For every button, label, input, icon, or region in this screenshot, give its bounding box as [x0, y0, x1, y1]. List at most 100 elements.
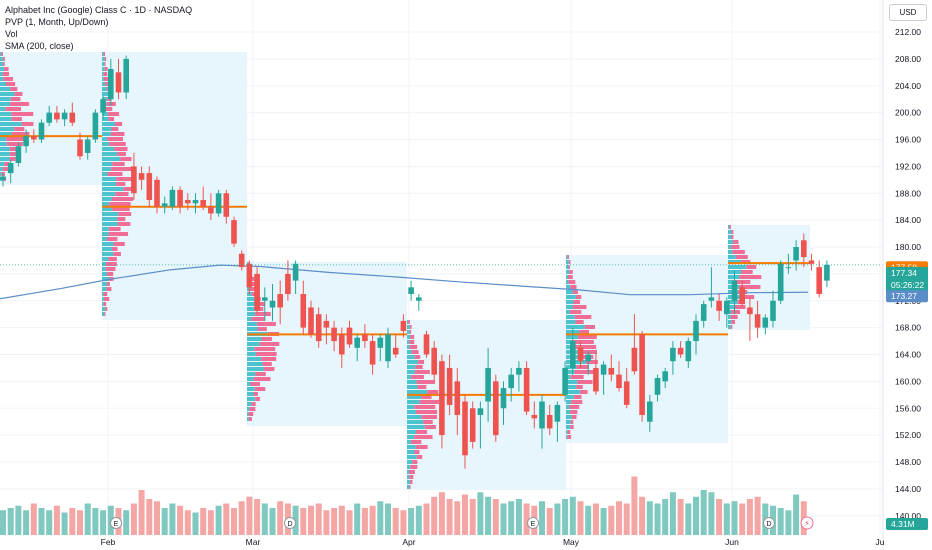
profile-bar-down — [568, 275, 573, 279]
profile-bar-down — [416, 430, 428, 434]
profile-bar-up — [407, 430, 417, 434]
candle-body — [7, 163, 14, 174]
candle-body — [277, 294, 283, 308]
profile-bar-up — [102, 217, 118, 221]
volume-bar — [177, 505, 184, 535]
profile-bar-down — [117, 152, 126, 156]
profile-bar-down — [105, 307, 108, 311]
profile-bar-up — [102, 112, 108, 116]
time-axis[interactable]: Feb Mar Apr May Jun Ju — [101, 537, 885, 547]
volume-bar — [785, 510, 792, 535]
candle-body — [793, 247, 799, 261]
profile-bar-down — [1, 52, 3, 56]
indicator-pvp[interactable]: PVP (1, Month, Up/Down) — [5, 17, 109, 27]
profile-bar-up — [102, 57, 105, 61]
candle-body — [354, 337, 360, 348]
candle-body — [477, 408, 484, 415]
profile-bar-down — [106, 282, 110, 286]
profile-bar-up — [0, 52, 2, 56]
profile-bar-down — [255, 352, 277, 356]
candle-body — [331, 327, 337, 342]
earnings-icon: E — [531, 521, 536, 528]
profile-bar-up — [728, 265, 747, 269]
candle-body — [647, 401, 653, 422]
profile-bar-up — [102, 117, 109, 121]
profile-bar-up — [407, 325, 410, 329]
candle-body — [731, 280, 738, 301]
profile-bar-up — [247, 312, 256, 316]
candle-body — [616, 374, 622, 389]
candle-body — [269, 300, 276, 308]
candle-body — [238, 253, 245, 268]
profile-bar-down — [103, 77, 110, 81]
profile-bar-down — [256, 322, 276, 326]
profile-bar-up — [566, 335, 579, 339]
profile-bar-down — [576, 365, 589, 369]
profile-bar-down — [571, 400, 583, 404]
profile-bar-down — [103, 52, 105, 56]
profile-bar-up — [728, 240, 734, 244]
profile-bar-down — [730, 315, 738, 319]
profile-bar-down — [106, 287, 112, 291]
profile-bar-down — [731, 235, 734, 239]
price-tag-label: 4.31M — [891, 519, 915, 529]
profile-bar-down — [573, 340, 594, 344]
profile-bar-up — [102, 132, 111, 136]
profile-bar-down — [107, 172, 123, 176]
profile-bar-up — [407, 465, 411, 469]
profile-bar-down — [11, 117, 22, 121]
profile-bar-down — [262, 362, 272, 366]
profile-bar-up — [0, 117, 12, 121]
earnings-icon: E — [114, 521, 119, 528]
volume-bar — [261, 503, 268, 535]
price-tick-label: 188.00 — [895, 188, 921, 198]
candle-body — [31, 136, 37, 140]
profile-bar-up — [407, 480, 411, 484]
candle-body — [169, 189, 176, 207]
volume-bar — [623, 503, 630, 535]
candle-body — [700, 304, 707, 321]
candle-body — [46, 112, 52, 123]
candle-body — [439, 361, 445, 436]
profile-bar-down — [570, 410, 578, 414]
candle-body — [654, 378, 661, 395]
candle-body — [115, 72, 122, 93]
candle-body — [392, 347, 399, 355]
profile-bar-down — [113, 252, 121, 256]
profile-bar-up — [0, 107, 6, 111]
profile-bar-up — [102, 192, 116, 196]
price-tag-label: 177.34 — [891, 268, 917, 278]
profile-bar-up — [407, 360, 419, 364]
indicator-sma[interactable]: SMA (200, close) — [5, 41, 74, 51]
profile-bar-up — [566, 415, 572, 419]
profile-bar-down — [254, 347, 276, 351]
profile-bar-down — [107, 137, 123, 141]
volume-bar — [408, 508, 415, 535]
profile-bar-up — [566, 370, 575, 374]
profile-bar-down — [104, 57, 107, 61]
volume-bar — [477, 492, 484, 535]
profile-bar-up — [0, 132, 12, 136]
indicator-vol[interactable]: Vol — [5, 29, 18, 39]
volume-bar — [200, 508, 207, 535]
profile-bar-down — [107, 112, 120, 116]
symbol-title[interactable]: Alphabet Inc (Google) Class C · 1D · NAS… — [5, 5, 193, 15]
price-tag-label: 173.27 — [891, 291, 917, 301]
candle-body — [54, 112, 60, 120]
profile-bar-down — [248, 417, 252, 421]
profile-bar-up — [728, 280, 734, 284]
volume-bar — [238, 501, 245, 535]
profile-bar-down — [731, 310, 740, 314]
profile-bar-down — [578, 335, 597, 339]
profile-bar-down — [104, 107, 113, 111]
currency-button[interactable]: USD — [889, 4, 927, 21]
profile-bar-up — [566, 260, 569, 264]
candle-body — [685, 341, 692, 362]
profile-bar-down — [409, 485, 411, 489]
candle-body — [339, 334, 345, 355]
profile-bar-down — [744, 295, 755, 299]
profile-bar-up — [247, 302, 259, 306]
volume-bar — [346, 510, 353, 535]
candle-body — [315, 314, 322, 342]
